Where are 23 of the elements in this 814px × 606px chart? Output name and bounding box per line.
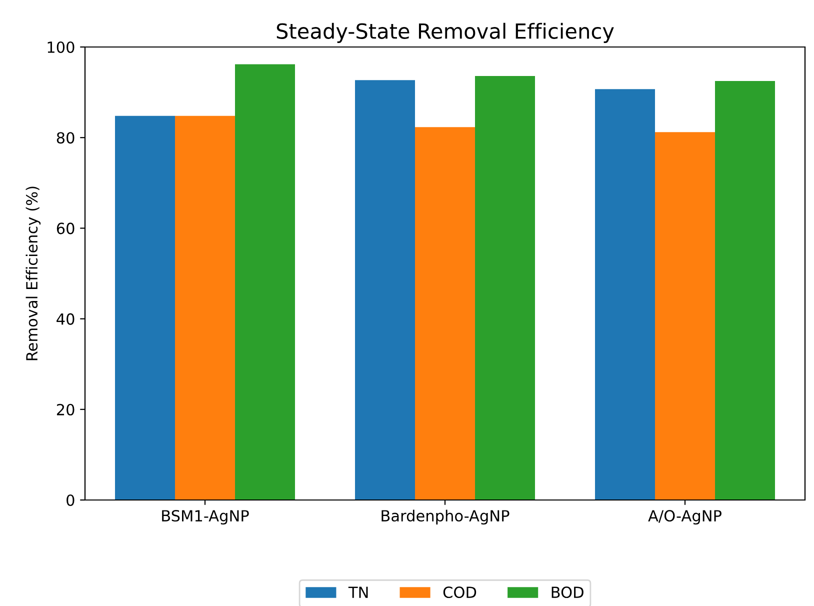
bar <box>415 127 475 500</box>
x-tick-label: A/O-AgNP <box>648 510 722 525</box>
bar <box>715 80 775 500</box>
legend-label: COD <box>443 586 476 598</box>
y-tick-label: 0 <box>66 494 74 506</box>
x-tick-label: BSM1-AgNP <box>162 510 249 525</box>
y-axis-title: Removal Efficiency (%) <box>26 186 41 360</box>
y-tick-label: 100 <box>48 41 74 54</box>
chart-title: Steady-State Removal Efficiency <box>276 22 614 43</box>
bar <box>175 116 235 500</box>
bar <box>655 132 715 500</box>
bar <box>115 116 175 500</box>
bar <box>355 80 415 500</box>
y-tick-label: 60 <box>56 222 74 234</box>
legend-label: BOD <box>552 586 584 598</box>
y-tick-label: 20 <box>56 404 74 416</box>
legend-label: TN <box>348 586 368 598</box>
bar <box>475 76 535 500</box>
y-tick-label: 40 <box>56 313 74 325</box>
x-tick-label: Bardenpho-AgNP <box>382 510 510 525</box>
bar <box>235 64 295 500</box>
bar <box>595 89 655 500</box>
y-tick-label: 80 <box>56 132 74 144</box>
